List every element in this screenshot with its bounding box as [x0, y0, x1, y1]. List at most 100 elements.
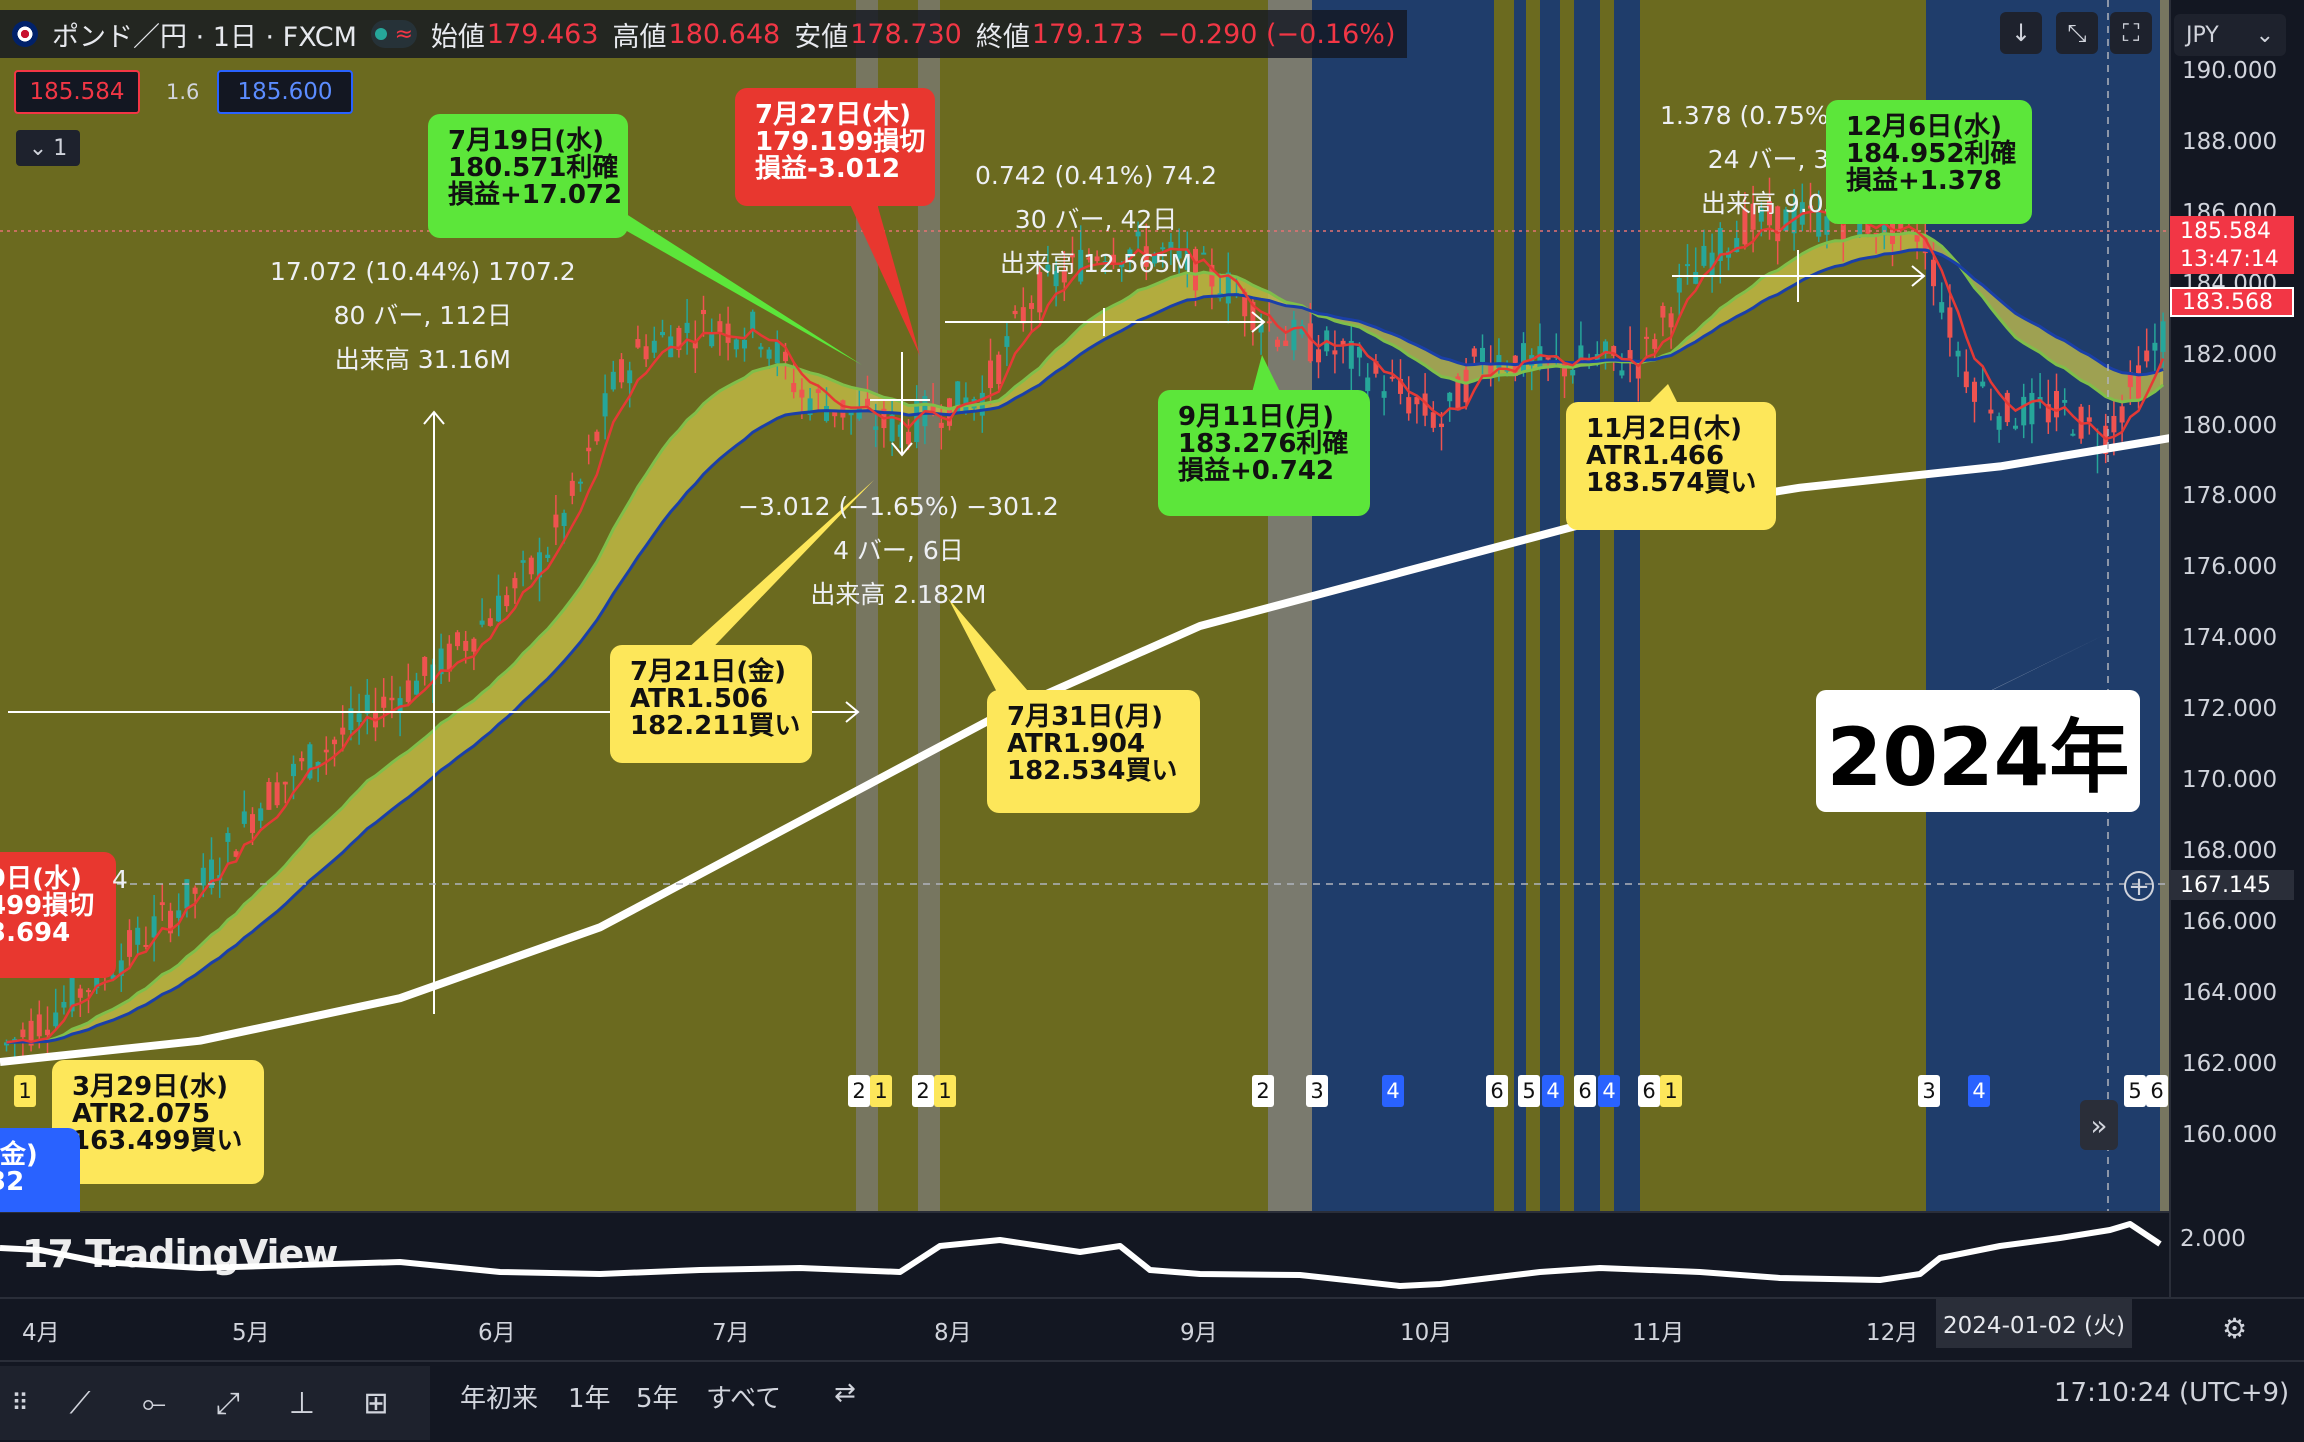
candle-body — [2144, 350, 2150, 362]
candle-body — [783, 351, 788, 362]
candle-body — [1283, 340, 1289, 346]
candle-body — [1857, 217, 1863, 237]
signal-marker: 6 — [2146, 1075, 2168, 1107]
callout-jul21[interactable]: 7月21日(金) ATR1.506 182.211買い — [610, 645, 812, 763]
candle-body — [1685, 264, 1690, 267]
candle-body — [135, 927, 141, 945]
high-label: 高値 — [612, 21, 667, 53]
candle-body — [1225, 272, 1231, 304]
candle-body — [1537, 346, 1543, 368]
candle-body — [1201, 252, 1207, 255]
collapse-view-button[interactable]: ⤡ — [2056, 12, 2098, 54]
sell-button[interactable]: 185.584 — [14, 70, 140, 114]
measure-1-change: 17.072 (10.44%) 1707.2 — [270, 257, 576, 286]
price-axis-label: 182.000 — [2182, 341, 2278, 368]
callout-jul31[interactable]: 7月31日(月) ATR1.904 182.534買い — [987, 690, 1200, 813]
open-value: 179.463 — [486, 18, 599, 50]
price-axis-label: 190.000 — [2182, 58, 2278, 84]
ray-tool-icon[interactable]: ⤢ — [216, 1385, 240, 1421]
scroll-forward-button[interactable]: » — [2080, 1100, 2118, 1150]
candle-body — [1414, 397, 1420, 405]
currency-select[interactable]: JPY ⌄ — [2174, 14, 2286, 56]
compare-icon[interactable]: ⇄ — [834, 1378, 856, 1408]
range-button[interactable]: すべて — [706, 1384, 782, 1414]
candle-body — [1406, 397, 1412, 414]
candle-body — [807, 398, 813, 415]
callout-jul27[interactable]: 7月27日(木) 179.199損切 損益-3.012 — [735, 88, 935, 206]
candle-body — [1988, 409, 1994, 414]
candle-body — [897, 424, 903, 437]
range-button[interactable]: 5年 — [636, 1384, 679, 1414]
background-band — [1560, 0, 1574, 1212]
signal-marker: 2 — [848, 1075, 870, 1107]
tv-logo-mark-icon: 𝟭𝟳 — [22, 1232, 86, 1276]
candle-body — [397, 698, 403, 712]
range-button[interactable]: 1年 — [568, 1384, 611, 1414]
callout-mar29[interactable]: 3月29日(水) ATR2.075 163.499買い — [52, 1060, 264, 1184]
candle-body — [1758, 208, 1764, 222]
candle-body — [1094, 256, 1100, 262]
time-axis-label: 9月 — [1180, 1320, 1218, 1346]
candle-body — [1972, 381, 1977, 402]
candle-body — [553, 514, 559, 528]
candle-body — [1652, 339, 1658, 349]
candle-body — [1398, 378, 1403, 394]
download-button[interactable]: ↓ — [2000, 12, 2042, 54]
candle-body — [1430, 412, 1436, 428]
candle-body — [414, 680, 419, 695]
candle-body — [692, 341, 698, 349]
add-alert-plus-icon[interactable]: + — [2124, 871, 2154, 901]
callout-left-blue[interactable]: (金) 32 — [0, 1128, 80, 1212]
background-band — [1574, 0, 1600, 1212]
low-label: 安値 — [794, 21, 849, 53]
indicator-count: 1 — [53, 135, 68, 161]
candle-body — [1299, 325, 1305, 335]
candle-body — [1644, 336, 1649, 339]
price-range-tool-icon[interactable]: ⊞ — [363, 1385, 389, 1421]
drawing-tools-panel[interactable]: ⠿ ⟋ ⟜ ⤢ ⊥ ⊞ — [0, 1366, 430, 1440]
callout-nov2[interactable]: 11月2日(木) ATR1.466 183.574買い — [1566, 402, 1776, 530]
candle-body — [1455, 376, 1461, 411]
callout-sep11[interactable]: 9月11日(月) 183.276利確 損益+0.742 — [1158, 390, 1370, 516]
time-axis-label: 4月 — [22, 1320, 60, 1346]
symbol-header[interactable]: ポンド／円 · 1日 · FXCM ≈ 始値 179.463 高値 180.648 … — [0, 10, 1408, 58]
range-button[interactable]: 年初来 — [460, 1384, 539, 1414]
callout-jul19[interactable]: 7月19日(水) 180.571利確 損益+17.072 — [428, 114, 628, 238]
candle-body — [627, 370, 633, 384]
drag-handle-icon[interactable]: ⠿ — [11, 1389, 29, 1417]
candle-body — [225, 833, 231, 842]
market-status-indicator[interactable]: ≈ — [370, 20, 417, 48]
indicator-collapse-button[interactable]: ⌄ 1 — [16, 130, 80, 166]
candle-body — [1521, 343, 1526, 373]
symbol-title[interactable]: ポンド／円 · 1日 · FXCM — [52, 21, 357, 53]
vertical-measure-tool-icon[interactable]: ⊥ — [288, 1385, 316, 1421]
chevron-down-icon: ⌄ — [2255, 22, 2274, 48]
candle-body — [1890, 207, 1895, 244]
close-label: 終値 — [975, 21, 1030, 53]
market-open-dot-icon — [374, 28, 387, 40]
measure-2-volume: 出来高 12.565M — [1000, 249, 1193, 278]
candle-body — [643, 346, 649, 360]
horizontal-line-tool-icon[interactable]: ⟜ — [142, 1385, 166, 1421]
buy-button[interactable]: 185.600 — [217, 70, 353, 114]
candle-body — [635, 339, 641, 348]
candle-body — [61, 1001, 67, 1008]
candle-body — [250, 814, 255, 833]
signal-marker: 6 — [1638, 1075, 1660, 1107]
background-band — [1312, 0, 1494, 1212]
candle-body — [2004, 392, 2010, 423]
price-axis-label: 174.000 — [2182, 625, 2278, 652]
candle-body — [1119, 263, 1125, 268]
settings-gear-icon[interactable]: ⚙ — [2222, 1312, 2248, 1345]
ema-slow-line — [6, 248, 2164, 1044]
callout-dec6[interactable]: 12月6日(水) 184.952利確 損益+1.378 — [1826, 100, 2032, 224]
trend-line-tool-icon[interactable]: ⟋ — [69, 1385, 91, 1421]
fullscreen-button[interactable]: ⛶ — [2110, 12, 2152, 54]
clock[interactable]: 17:10:24 (UTC+9) — [2054, 1378, 2290, 1408]
callout-left-red[interactable]: 9日(水) 499損切 3.694 — [0, 852, 116, 978]
signal-marker: 1 — [1660, 1075, 1682, 1107]
candle-body — [1168, 241, 1174, 249]
candle-body — [988, 360, 993, 389]
candle-body — [791, 383, 797, 393]
